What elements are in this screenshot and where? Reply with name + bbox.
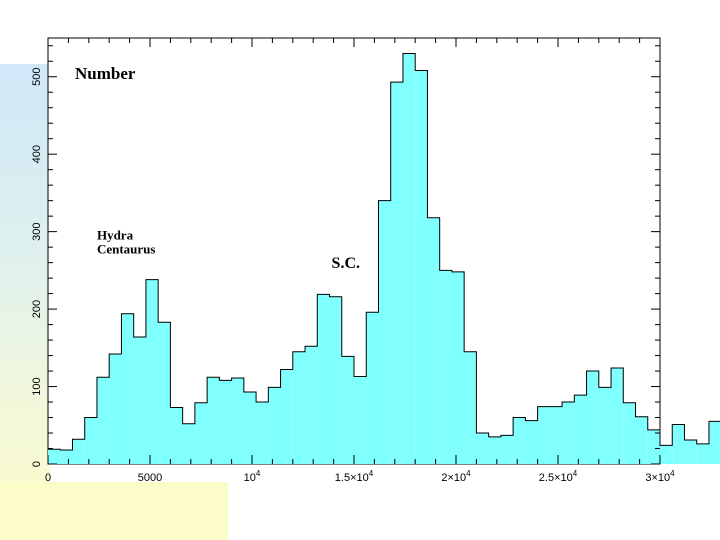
histogram-bar <box>231 378 244 464</box>
background-yellow-block <box>0 482 228 540</box>
x-tick-label: 5000 <box>138 472 162 484</box>
histogram-bar <box>121 313 134 464</box>
histogram-bar <box>402 53 416 465</box>
histogram-bar <box>696 443 709 464</box>
histogram-bar <box>207 377 220 464</box>
histogram-bar <box>427 217 440 464</box>
histogram-bar <box>158 322 171 464</box>
histogram-bar <box>513 417 526 464</box>
histogram-bar <box>464 351 477 464</box>
histogram-bar <box>537 406 550 464</box>
histogram-bar <box>672 424 685 464</box>
histogram-bar <box>623 402 636 464</box>
background-gradient-band <box>0 64 50 540</box>
histogram-bar <box>439 270 452 464</box>
histogram-bar <box>341 356 354 464</box>
histogram-bar <box>500 435 514 464</box>
histogram-bar <box>488 436 501 464</box>
x-tick-label: 0 <box>45 472 51 484</box>
histogram-bar <box>329 296 342 464</box>
histogram-bar <box>60 450 73 464</box>
x-tick-labels: 0 5000 104 1.5×104 2×104 2.5×104 3×104 <box>45 469 675 484</box>
histogram-bar <box>598 387 612 464</box>
y-axis-label: Number <box>75 64 136 83</box>
histogram-bar <box>708 421 720 464</box>
x-tick-label: 2.5×104 <box>539 469 578 484</box>
histogram-bar <box>378 200 391 464</box>
histogram-bar <box>476 433 489 464</box>
x-tick-label: 3×104 <box>645 469 675 484</box>
histogram-bar <box>451 271 465 464</box>
histogram-bar <box>219 380 232 464</box>
histogram-bar <box>280 369 293 464</box>
histogram-bar <box>586 371 599 464</box>
axis-ticks <box>47 38 661 465</box>
histogram-bar <box>611 367 624 464</box>
histogram-bar <box>549 406 563 464</box>
histogram-bar <box>317 294 330 464</box>
histogram-bar <box>525 420 538 464</box>
histogram-bar <box>366 312 379 464</box>
y-tick-labels: 0 100 200 300 400 500 <box>31 68 43 468</box>
histogram-bar <box>256 402 269 464</box>
histogram-bar <box>292 351 306 464</box>
histogram-bars <box>48 53 720 465</box>
histogram-bar <box>415 70 428 464</box>
y-tick-label: 300 <box>31 222 43 240</box>
histogram-bar <box>72 439 85 464</box>
histogram-bar <box>647 429 660 464</box>
y-tick-label: 100 <box>31 377 43 395</box>
histogram-bar <box>562 402 575 464</box>
y-tick-label: 400 <box>31 145 43 163</box>
histogram-outline <box>48 52 720 451</box>
y-tick-label: 0 <box>31 461 43 467</box>
histogram-bar <box>635 416 648 464</box>
histogram-bar <box>194 402 208 464</box>
histogram-bar <box>574 395 587 464</box>
chart-annotation: S.C. <box>332 255 360 272</box>
chart-annotation: Centaurus <box>97 241 156 256</box>
histogram-bar <box>84 417 97 464</box>
x-tick-label: 2×104 <box>441 469 471 484</box>
x-tick-label: 1.5×104 <box>335 469 374 484</box>
y-tick-label: 500 <box>31 68 43 86</box>
histogram-bar <box>354 376 367 464</box>
histogram-bar <box>684 439 697 464</box>
histogram-bar <box>268 387 281 464</box>
histogram-bar <box>390 82 403 464</box>
histogram-bar <box>48 449 61 464</box>
histogram-bar <box>182 423 195 464</box>
histogram-bar <box>243 391 257 464</box>
x-tick-label: 104 <box>244 469 261 484</box>
histogram-bar <box>145 279 159 464</box>
chart-annotation: Hydra <box>97 227 134 242</box>
histogram-bar <box>170 407 183 464</box>
histogram-bar <box>305 346 318 464</box>
histogram-bar <box>660 445 673 464</box>
histogram-bar <box>109 354 122 464</box>
histogram-bar <box>133 336 146 464</box>
y-tick-label: 200 <box>31 300 43 318</box>
histogram-bar <box>96 377 110 464</box>
